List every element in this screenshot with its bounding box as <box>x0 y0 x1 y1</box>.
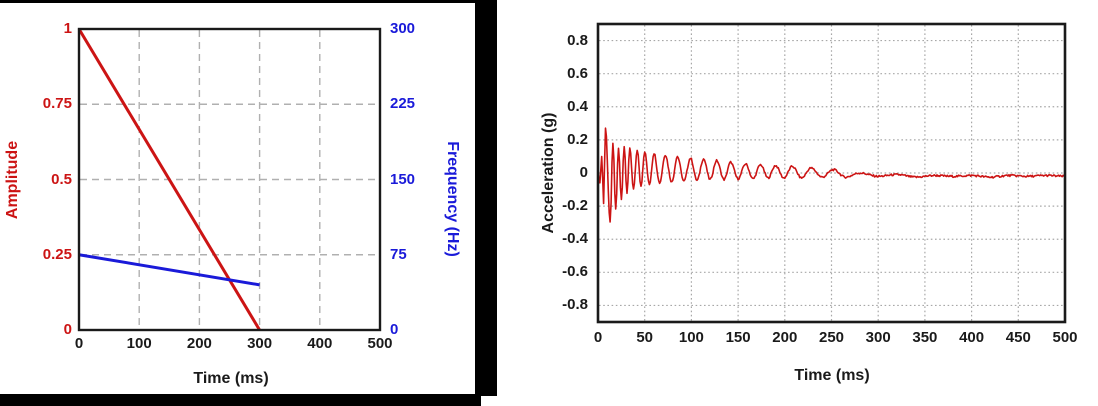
acceleration-trace <box>597 127 1066 223</box>
left-chart-amplitude-tick-label: 0.25 <box>42 245 72 263</box>
left-chart-time-axis-label: Time (ms) <box>193 370 269 387</box>
left-chart-amplitude-tick-label: 0 <box>63 321 72 338</box>
right-chart-acceleration-tick-label: 0.4 <box>567 97 588 115</box>
left-chart-gridlines <box>80 30 379 329</box>
left-chart-amplitude-tick-label: 0.75 <box>42 95 72 113</box>
right-chart-time-axis-label: Time (ms) <box>794 367 870 384</box>
right-chart-time-tick-label: 50 <box>636 329 654 346</box>
left-chart-frequency-tick-label: 225 <box>390 95 416 113</box>
left-chart-time-tick-label: 400 <box>307 335 333 352</box>
right-chart-acceleration-tick-label: -0.6 <box>562 263 588 281</box>
left-chart-frame <box>77 27 382 332</box>
frequency-line <box>78 253 260 287</box>
right-chart-time-tick-label: 150 <box>725 329 751 346</box>
right-chart-frame <box>596 22 1067 324</box>
right-chart-acceleration-tick-label: -0.8 <box>562 296 588 314</box>
right-chart-gridlines <box>599 25 1064 321</box>
right-chart-acceleration-axis-label: Acceleration (g) <box>540 112 557 234</box>
panel-frame-bottom <box>0 394 481 406</box>
right-chart-acceleration-tick-label: 0.8 <box>567 31 588 49</box>
panel-frame-top <box>0 0 478 3</box>
right-chart-time-tick-label: 0 <box>593 329 603 346</box>
right-chart-acceleration-tick-label: -0.4 <box>562 230 588 248</box>
right-chart-time-tick-label: 450 <box>1005 329 1031 346</box>
right-chart-time-tick-label: 350 <box>912 329 938 346</box>
right-chart-acceleration-tick-label: 0.6 <box>567 64 588 82</box>
right-chart-acceleration-tick-label: -0.2 <box>562 197 588 215</box>
left-chart-amplitude-axis-label: Amplitude <box>4 140 21 220</box>
left-chart-time-tick-label: 500 <box>367 335 393 352</box>
left-chart-amplitude-tick-label: 0.5 <box>51 170 72 188</box>
right-chart-time-tick-label: 200 <box>772 329 798 346</box>
left-chart-frequency-tick-label: 0 <box>390 321 399 338</box>
right-chart-time-tick-label: 100 <box>678 329 704 346</box>
right-chart-time-tick-label: 400 <box>959 329 985 346</box>
panel-frame-right <box>475 0 497 396</box>
right-chart-time-tick-label: 300 <box>865 329 891 346</box>
left-chart-frequency-axis-label: Frequency (Hz) <box>444 141 461 257</box>
left-chart-time-tick-label: 0 <box>74 335 84 352</box>
right-chart-time-tick-label: 500 <box>1052 329 1078 346</box>
left-chart-time-tick-label: 300 <box>247 335 273 352</box>
right-chart-acceleration-tick-label: 0.2 <box>567 130 588 148</box>
left-chart-time-tick-label: 200 <box>186 335 212 352</box>
right-chart-time-tick-label: 250 <box>818 329 845 346</box>
left-chart-frequency-tick-label: 300 <box>390 20 416 37</box>
right-chart-acceleration-tick-label: 0 <box>579 164 588 181</box>
left-chart-amplitude-tick-label: 1 <box>63 20 72 37</box>
left-chart-time-tick-label: 100 <box>126 335 152 352</box>
left-chart-frequency-tick-label: 150 <box>390 170 416 188</box>
left-chart-frequency-tick-label: 75 <box>390 245 407 263</box>
